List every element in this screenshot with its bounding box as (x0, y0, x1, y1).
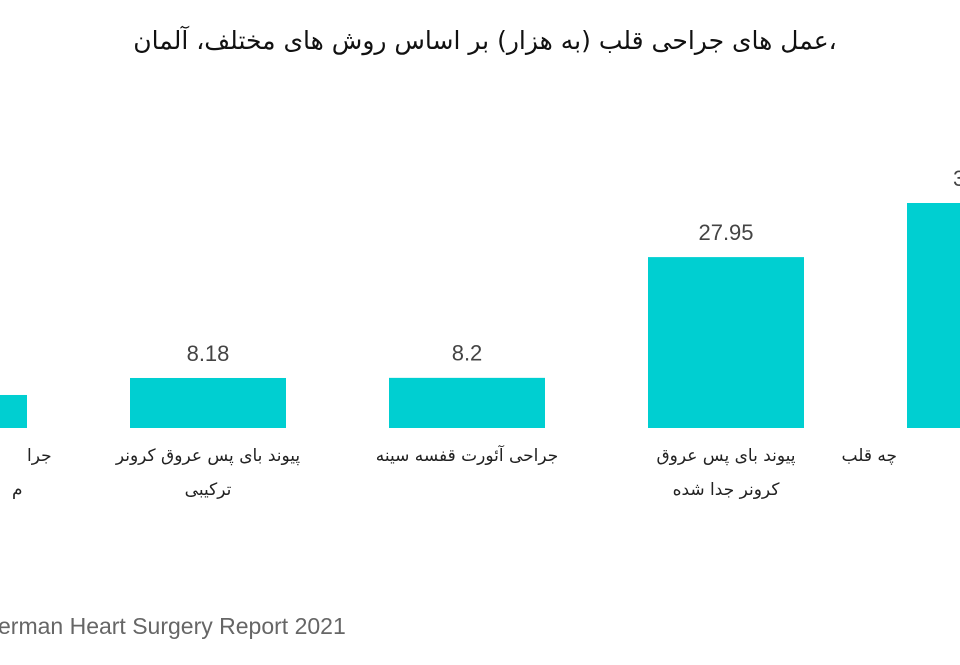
x-tick-label: پیوند بای پس عروق (656, 446, 795, 466)
x-tick-label: کرونر جدا شده (673, 480, 781, 500)
bar (0, 394, 27, 428)
x-tick-label: جرا (27, 446, 52, 466)
chart-title: عمل های جراحی قلب (به هزار) بر اساس روش … (133, 25, 836, 56)
x-tick-label: ترکیبی (185, 480, 232, 500)
x-tick-label: پیوند بای پس عروق کرونر (115, 446, 301, 466)
x-tick-label: چه قلب (842, 446, 897, 466)
x-tick-label: م (12, 480, 23, 500)
bar (130, 377, 286, 428)
value-label: 8.2 (452, 341, 483, 366)
source: erman Heart Surgery Report 2021 (0, 613, 346, 639)
value-label: 3 (953, 166, 960, 191)
value-label: 8.18 (187, 341, 230, 366)
value-label: 27.95 (698, 220, 753, 245)
bar (907, 202, 960, 428)
bar (648, 257, 804, 428)
bar (389, 377, 545, 428)
x-tick-label: جراحی آئورت قفسه سینه (376, 444, 559, 466)
